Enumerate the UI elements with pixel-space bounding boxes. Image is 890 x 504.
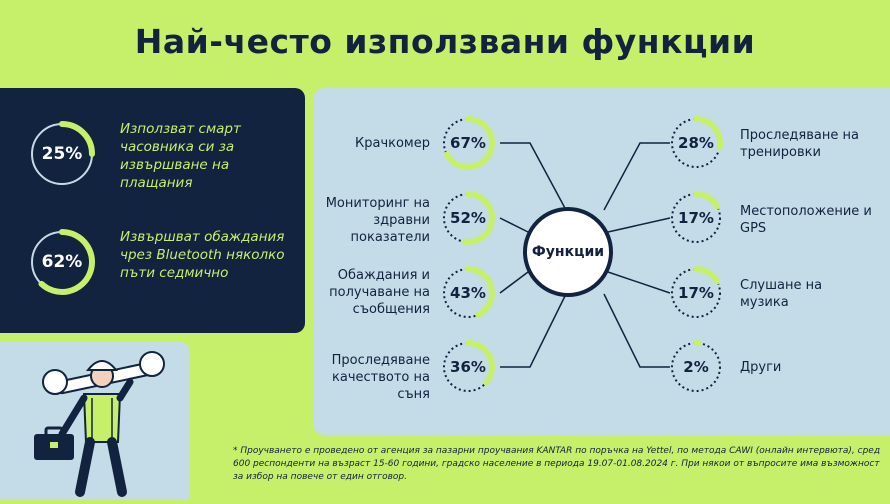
feature-label-workout-tracking: Проследяване на тренировки (740, 127, 870, 161)
feature-percentage: 17% (666, 263, 726, 323)
center-hub-functions: Функции (523, 207, 613, 297)
feature-ring-other: 2% (666, 337, 726, 397)
feature-ring-step-counter: 67% (438, 113, 498, 173)
feature-label-music: Слушане на музика (740, 277, 860, 311)
feature-label-health-monitoring: Мониторинг на здравни показатели (310, 195, 430, 246)
feature-ring-location-gps: 17% (666, 188, 726, 248)
feature-label-step-counter: Крачкомер (310, 135, 430, 152)
feature-label-location-gps: Местоположение и GPS (740, 203, 875, 237)
feature-percentage: 67% (438, 113, 498, 173)
feature-label-sleep-tracking: Проследяване качеството на съня (310, 352, 430, 403)
feature-percentage: 52% (438, 188, 498, 248)
feature-label-calls-messages: Обаждания и получаване на съобщения (310, 267, 430, 318)
feature-percentage: 2% (666, 337, 726, 397)
feature-label-other: Други (740, 359, 840, 376)
survey-footnote: * Проучването е проведено от агенция за … (233, 445, 883, 484)
feature-percentage: 17% (666, 188, 726, 248)
feature-ring-sleep-tracking: 36% (438, 337, 498, 397)
feature-ring-music: 17% (666, 263, 726, 323)
feature-ring-calls-messages: 43% (438, 263, 498, 323)
feature-ring-workout-tracking: 28% (666, 113, 726, 173)
feature-percentage: 36% (438, 337, 498, 397)
feature-ring-health-monitoring: 52% (438, 188, 498, 248)
feature-percentage: 28% (666, 113, 726, 173)
feature-percentage: 43% (438, 263, 498, 323)
